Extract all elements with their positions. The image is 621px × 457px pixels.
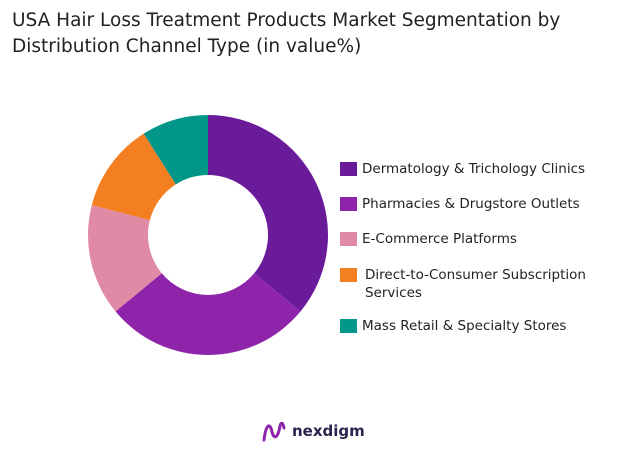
legend-swatch [340, 268, 357, 282]
legend-label-line: Direct-to-Consumer Subscription [365, 267, 586, 283]
legend-label-line: Dermatology & Trichology Clinics [362, 161, 586, 177]
legend-item: Dermatology & Trichology Clinics [340, 160, 585, 178]
legend-swatch [340, 197, 357, 211]
logo-icon [262, 421, 286, 442]
donut-slice-4 [91, 133, 176, 221]
legend-swatch [340, 319, 357, 333]
legend-item: Direct-to-Consumer Subscription Services [340, 266, 586, 302]
legend-label-line: Mass Retail & Specialty Stores [362, 318, 567, 334]
legend-label: E-Commerce Platforms [362, 230, 517, 248]
legend-item: E-Commerce Platforms [340, 230, 517, 248]
legend-swatch [340, 232, 357, 246]
donut-slice-5 [143, 115, 208, 185]
legend-label: Direct-to-Consumer Subscription Services [365, 266, 586, 302]
donut-slice-1 [208, 115, 329, 312]
donut-slice-3 [88, 205, 162, 312]
legend-label-line: Pharmacies & Drugstore Outlets [362, 196, 580, 212]
legend-label-line: E-Commerce Platforms [362, 231, 517, 247]
legend-label-line: Services [365, 285, 422, 301]
legend-swatch [340, 162, 357, 176]
legend-item: Pharmacies & Drugstore Outlets [340, 195, 580, 213]
legend-label: Mass Retail & Specialty Stores [362, 317, 566, 335]
chart-title: USA Hair Loss Treatment Products Market … [12, 10, 561, 57]
legend-item: Mass Retail & Specialty Stores [340, 317, 566, 335]
legend-label: Pharmacies & Drugstore Outlets [362, 195, 580, 213]
logo-text: nexdigm [292, 422, 365, 440]
donut-slice-2 [115, 273, 301, 355]
nexdigm-logo: nexdigm [262, 420, 365, 442]
legend-label: Dermatology & Trichology Clinics [362, 160, 585, 178]
